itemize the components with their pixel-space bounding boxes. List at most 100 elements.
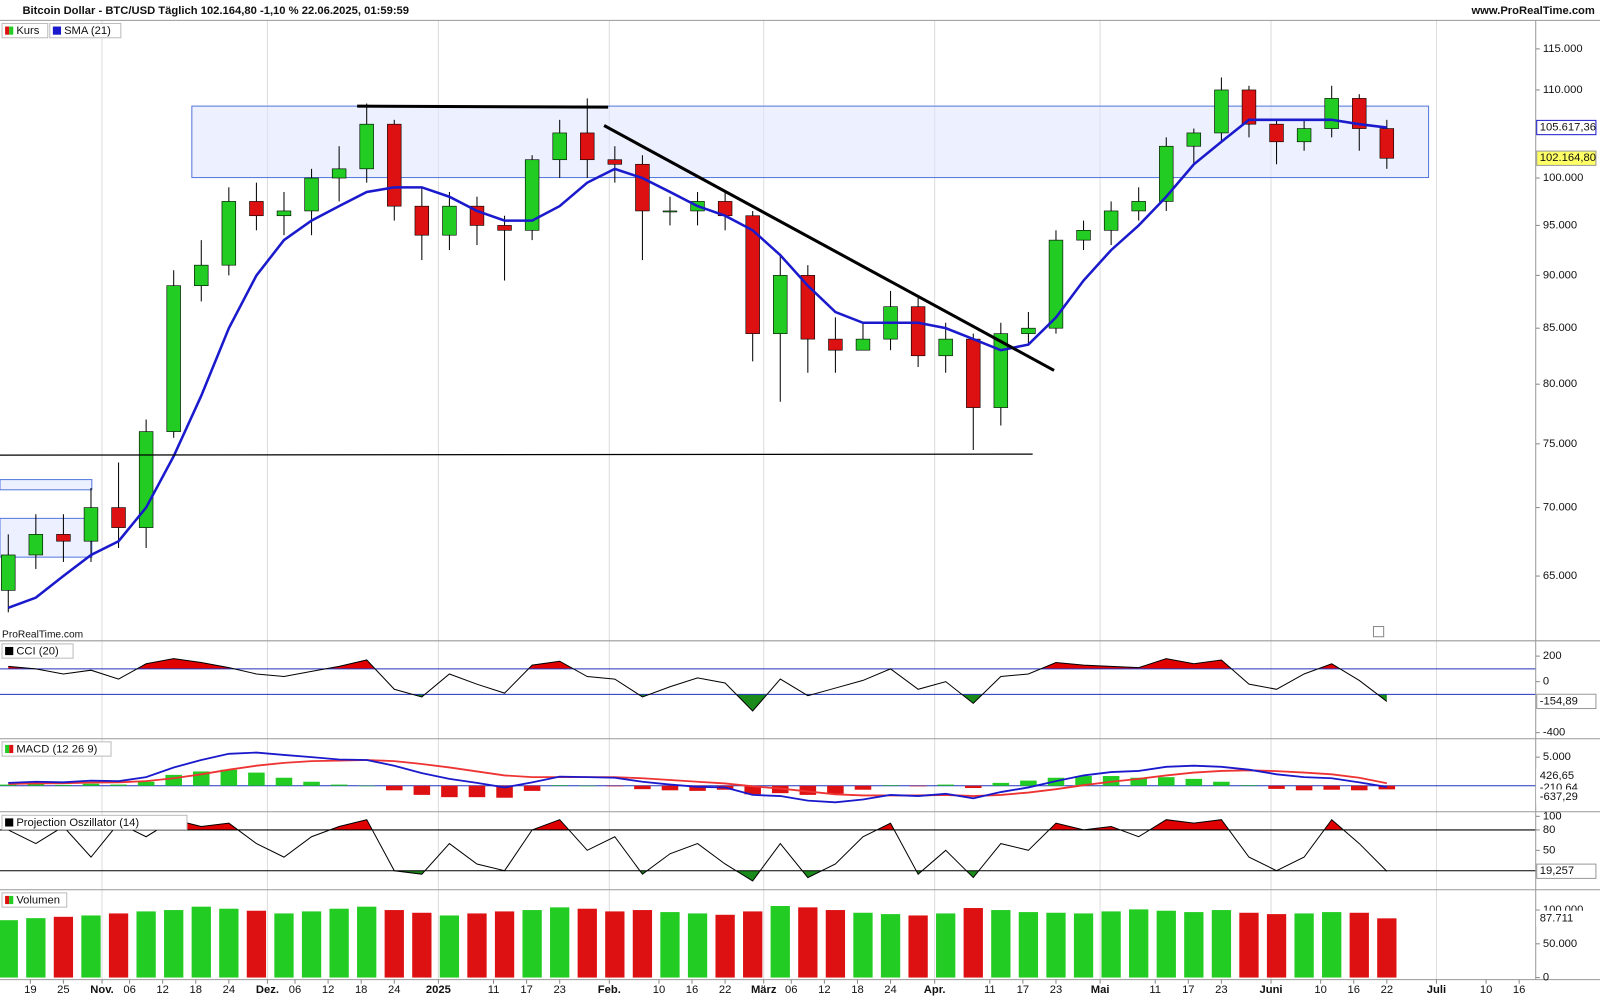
volume-bar bbox=[191, 906, 211, 978]
histogram-bar bbox=[110, 784, 127, 786]
volume-bar bbox=[1322, 912, 1342, 978]
volume-bar bbox=[53, 916, 74, 978]
info-icon[interactable] bbox=[1372, 626, 1385, 638]
x-tick-label: 11 bbox=[488, 984, 500, 996]
y-tick-label: 100 bbox=[1543, 810, 1562, 822]
x-tick-label: 11 bbox=[1149, 984, 1161, 996]
legend-box bbox=[1, 892, 68, 908]
candle-body bbox=[331, 168, 347, 179]
candle-body bbox=[993, 333, 1009, 408]
candle-body bbox=[662, 210, 678, 213]
x-tick-label: Dez. bbox=[256, 984, 279, 996]
last-value-label: 19,257 bbox=[1540, 865, 1574, 877]
legend-swatch bbox=[5, 895, 10, 905]
x-tick-label: 23 bbox=[553, 984, 565, 996]
legend-swatch bbox=[9, 895, 14, 905]
x-tick-label: 24 bbox=[388, 984, 400, 996]
y-tick-label: 80.000 bbox=[1543, 378, 1577, 390]
y-tick-label: 75.000 bbox=[1543, 438, 1577, 450]
x-tick-label: 2025 bbox=[426, 984, 451, 996]
histogram-bar bbox=[854, 785, 872, 790]
legend-box bbox=[49, 22, 122, 39]
histogram-bar bbox=[1157, 777, 1175, 786]
x-tick-label: 10 bbox=[653, 984, 665, 996]
volume-bar bbox=[1101, 911, 1121, 978]
legend-swatch bbox=[9, 26, 14, 35]
candle-body bbox=[1186, 132, 1202, 147]
oscillator-fill bbox=[8, 658, 1387, 669]
candle-body bbox=[552, 132, 567, 161]
candle-body bbox=[966, 338, 981, 408]
last-value-label-box bbox=[1536, 693, 1597, 710]
volume-bar bbox=[81, 915, 101, 978]
x-tick-label: Apr. bbox=[924, 984, 946, 996]
volume-bar bbox=[1156, 910, 1176, 978]
y-tick-label: 50.000 bbox=[1543, 938, 1577, 950]
sma-value-label-box bbox=[1536, 119, 1597, 136]
volume-bar bbox=[329, 908, 349, 978]
histogram-value-label-box bbox=[1536, 789, 1597, 805]
histogram-bar bbox=[248, 772, 265, 786]
volume-bar bbox=[660, 912, 680, 978]
y-tick-label: -400 bbox=[1543, 727, 1565, 739]
candle-body bbox=[910, 306, 926, 357]
x-tick-label: 17 bbox=[1017, 984, 1029, 996]
histogram-bar bbox=[55, 784, 72, 786]
y-tick-label: 50 bbox=[1543, 844, 1555, 856]
histogram-bar bbox=[964, 785, 982, 789]
candle-body bbox=[1103, 210, 1119, 231]
last-volume-label-box bbox=[1536, 910, 1597, 927]
histogram-bar bbox=[496, 785, 513, 798]
candle-body bbox=[1131, 201, 1146, 212]
candle-body bbox=[359, 123, 374, 170]
histogram-bar bbox=[1350, 785, 1368, 791]
histogram-bar bbox=[909, 785, 927, 787]
source: www.ProRealTime.com bbox=[1470, 5, 1594, 17]
candle-body bbox=[387, 123, 402, 207]
y-tick-label: 90.000 bbox=[1543, 269, 1577, 281]
candle-body bbox=[1324, 98, 1339, 129]
candle-body bbox=[1159, 145, 1174, 202]
legend-box bbox=[1, 814, 188, 831]
volume-bar bbox=[825, 910, 846, 978]
candle-body bbox=[580, 132, 595, 161]
support-line bbox=[0, 453, 1033, 456]
legend-label: Kurs bbox=[16, 25, 39, 37]
x-tick-label: 18 bbox=[355, 984, 367, 996]
candle-body bbox=[1352, 98, 1367, 129]
histogram-bar bbox=[1378, 785, 1396, 790]
signal-value-label: 426,65 bbox=[1540, 770, 1574, 782]
legend-box bbox=[1, 22, 49, 39]
histogram-bar bbox=[634, 785, 651, 790]
oscillator-line bbox=[8, 658, 1388, 712]
volume-bar bbox=[550, 907, 570, 978]
oscillator-fill bbox=[8, 819, 1387, 830]
x-tick-label: 17 bbox=[520, 984, 532, 996]
histogram-bar bbox=[0, 784, 17, 786]
x-tick-label: Feb. bbox=[598, 984, 621, 996]
histogram-bar bbox=[137, 781, 155, 786]
volume-bar bbox=[1349, 912, 1369, 978]
volume-bar bbox=[770, 906, 790, 978]
frame bbox=[0, 19, 1600, 981]
volume-bar bbox=[108, 913, 129, 978]
x-tick-label: 22 bbox=[1381, 984, 1393, 996]
x-tick-label: Mai bbox=[1091, 984, 1110, 996]
volume-bar bbox=[412, 912, 432, 978]
histogram-bar bbox=[358, 785, 375, 787]
histogram-bar bbox=[165, 774, 182, 786]
volume-bar bbox=[743, 911, 763, 978]
histogram-bar bbox=[1323, 785, 1340, 790]
x-tick-label: 12 bbox=[818, 984, 830, 996]
y-tick-label: 115.000 bbox=[1543, 43, 1583, 55]
y-tick-label: 110.000 bbox=[1543, 84, 1583, 96]
x-tick-label: 23 bbox=[1215, 984, 1227, 996]
volume-bar bbox=[1018, 912, 1039, 978]
volume-bar bbox=[0, 920, 18, 978]
legend-box bbox=[1, 741, 112, 757]
x-tick-label: 18 bbox=[190, 984, 202, 996]
volume-bar bbox=[687, 913, 708, 978]
histogram-bar bbox=[523, 785, 541, 791]
volume-bar bbox=[798, 907, 818, 978]
